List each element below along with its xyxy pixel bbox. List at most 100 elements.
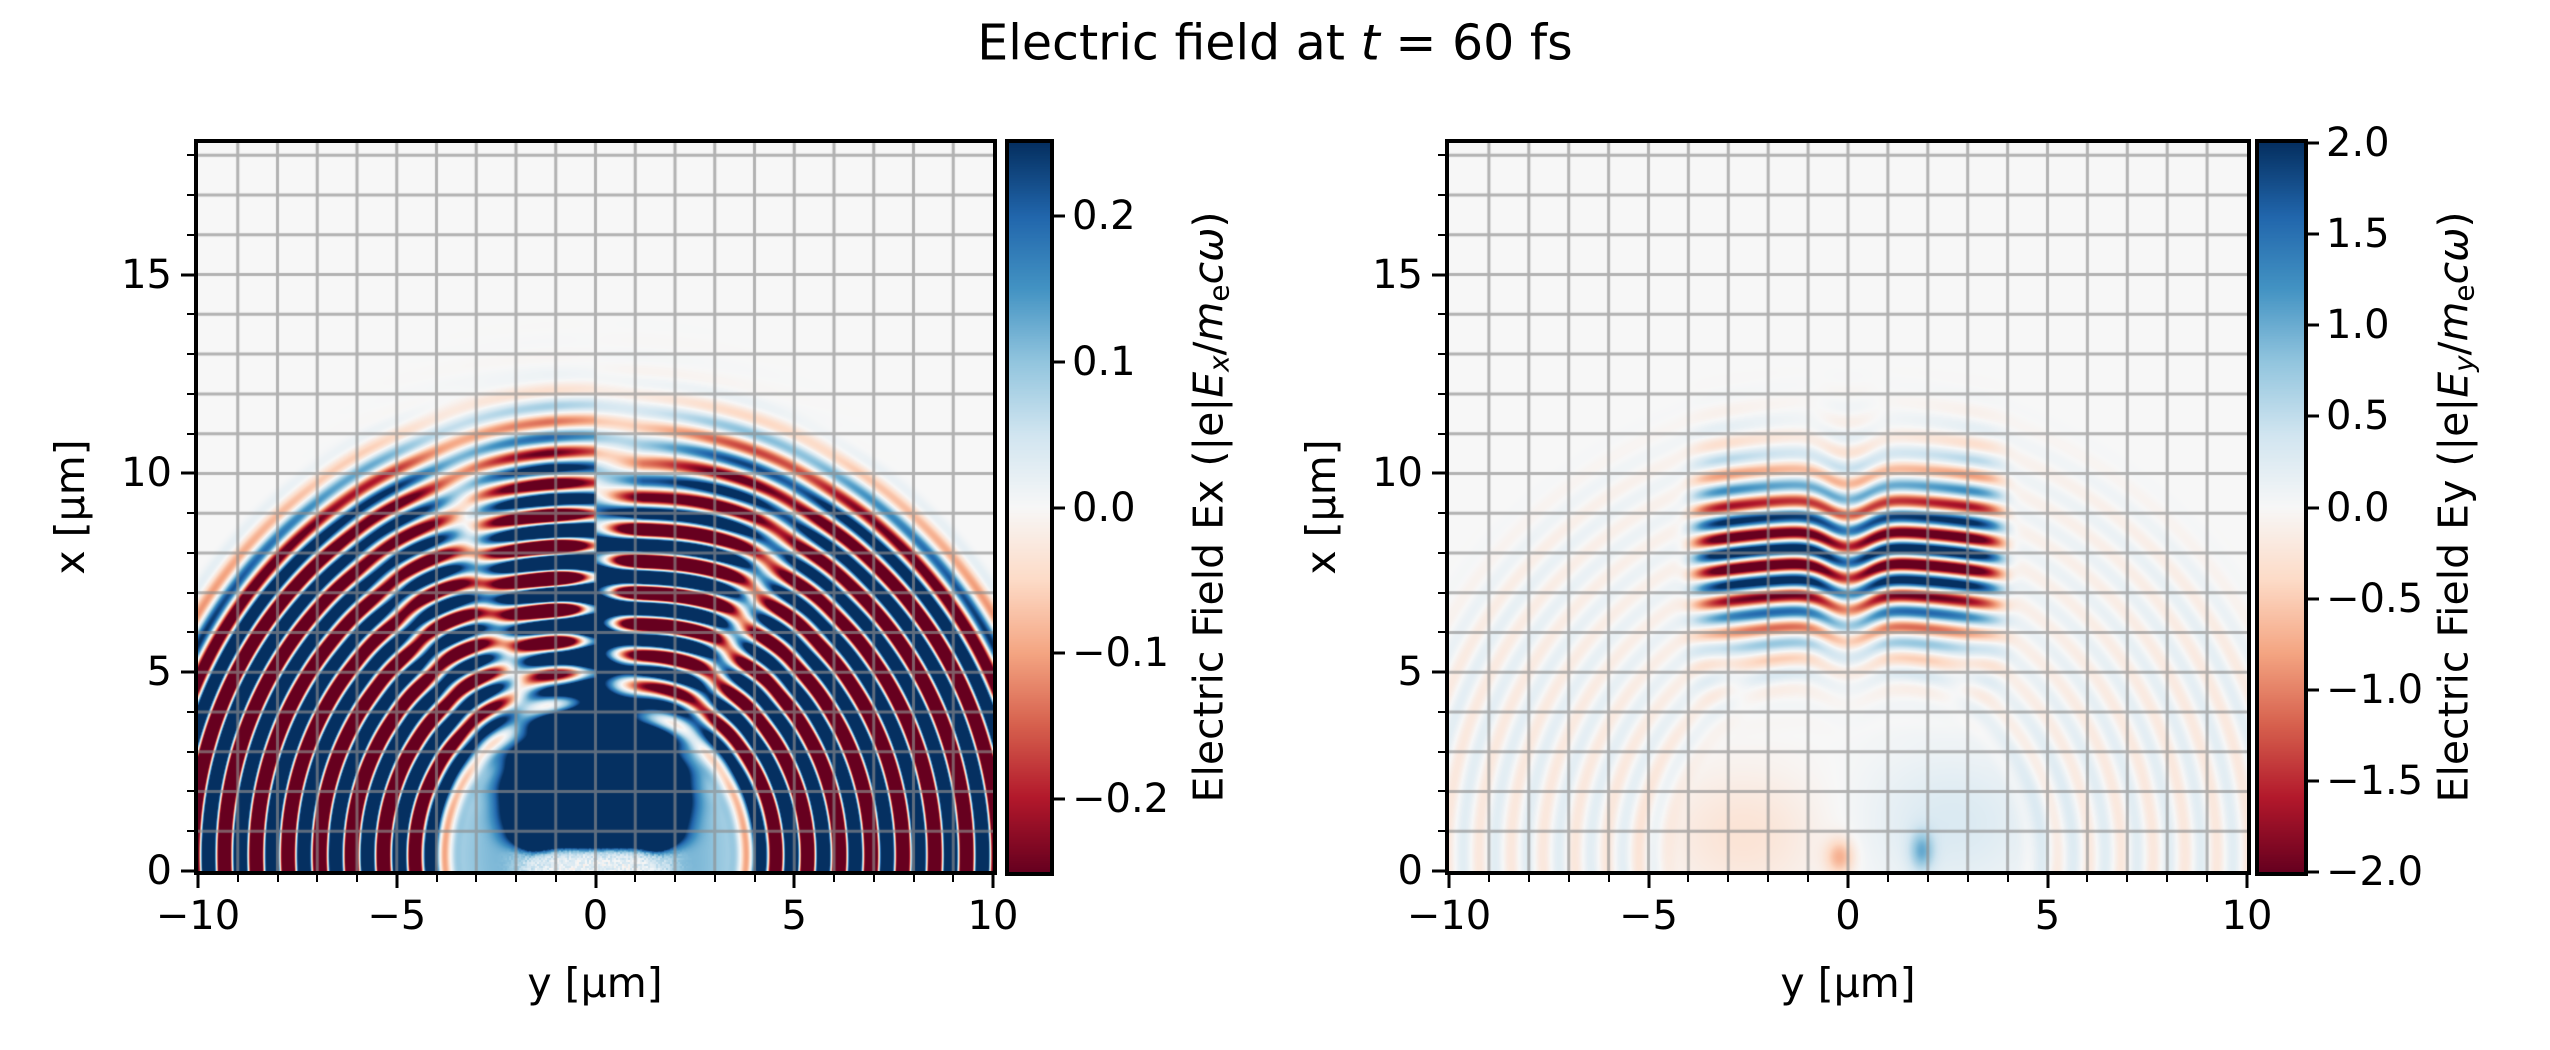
x-minor-tick xyxy=(2206,875,2209,882)
colorbar-tick-label: 2.0 xyxy=(2326,120,2390,166)
x-minor-tick xyxy=(316,875,319,882)
ex-field-canvas xyxy=(198,143,993,871)
label-segment: ) xyxy=(1184,211,1233,228)
ey-heatmap-axes: −10 −5 0 5 10 0 5 10 15 xyxy=(1372,143,2272,937)
y-major-tick xyxy=(1432,869,1445,873)
x-minor-tick xyxy=(1807,875,1810,882)
x-minor-tick xyxy=(2126,875,2129,882)
y-minor-tick xyxy=(1438,392,1445,395)
label-segment: x xyxy=(1202,355,1236,372)
x-minor-tick xyxy=(554,875,557,882)
colorbar-tick-label: 0.0 xyxy=(2326,484,2390,531)
x-tick-label: 10 xyxy=(967,893,1019,939)
colorbar-tick xyxy=(2308,597,2319,601)
y-major-tick xyxy=(181,869,194,873)
label-segment: E xyxy=(2429,371,2478,398)
x-major-tick xyxy=(792,875,796,888)
ey-field-canvas xyxy=(1449,143,2247,871)
colorbar-tick xyxy=(2308,414,2319,418)
label-segment: m xyxy=(1184,301,1233,342)
y-tick-label: 10 xyxy=(121,450,172,497)
colorbar-tick-label: 0.2 xyxy=(1072,192,1136,239)
y-tick-label: 5 xyxy=(1397,649,1423,696)
colorbar-tick xyxy=(2308,506,2319,509)
y-minor-tick xyxy=(1438,750,1445,753)
y-minor-tick xyxy=(1438,710,1445,713)
x-minor-tick xyxy=(2006,875,2009,882)
y-minor-tick xyxy=(1438,551,1445,554)
y-minor-tick xyxy=(1438,313,1445,316)
y-major-tick xyxy=(1432,471,1445,475)
y-minor-tick xyxy=(1438,233,1445,236)
colorbar-tick xyxy=(2308,141,2319,145)
y-minor-tick xyxy=(1438,631,1445,634)
x-minor-tick xyxy=(1487,875,1490,882)
ey-colorbar-gradient xyxy=(2259,143,2304,872)
label-segment: e xyxy=(1202,284,1236,302)
y-minor-tick xyxy=(1438,790,1445,793)
ex-xaxis-label: y [μm] xyxy=(527,959,663,1007)
x-minor-tick xyxy=(2086,875,2089,882)
x-major-tick xyxy=(1447,875,1451,888)
colorbar-tick-label: −0.2 xyxy=(1072,776,1170,823)
label-segment: Electric field at xyxy=(977,14,1361,72)
y-minor-tick xyxy=(1438,830,1445,833)
x-minor-tick xyxy=(515,875,517,882)
x-major-tick xyxy=(2245,875,2249,888)
colorbar-tick-label: 1.5 xyxy=(2326,211,2390,258)
y-tick-label: 0 xyxy=(146,848,172,894)
colorbar-tick xyxy=(1054,506,1065,509)
y-major-tick xyxy=(181,670,194,674)
x-minor-tick xyxy=(674,875,676,882)
y-minor-tick xyxy=(1438,194,1445,197)
x-minor-tick xyxy=(872,875,875,882)
y-major-tick xyxy=(181,471,194,475)
colorbar-tick xyxy=(1054,651,1065,655)
label-segment: / xyxy=(1184,341,1233,356)
x-minor-tick xyxy=(952,875,955,882)
colorbar-tick-label: −1.5 xyxy=(2326,757,2424,804)
y-minor-tick xyxy=(187,353,194,356)
x-minor-tick xyxy=(753,875,756,882)
colorbar-tick xyxy=(2308,688,2319,692)
x-tick-label: −10 xyxy=(1406,893,1492,939)
colorbar-tick xyxy=(2308,232,2319,236)
x-tick-label: 10 xyxy=(2221,893,2273,939)
colorbar-tick xyxy=(2308,870,2319,874)
x-minor-tick xyxy=(1687,875,1690,882)
label-segment: c xyxy=(2429,261,2478,285)
x-major-tick xyxy=(1647,875,1650,888)
y-minor-tick xyxy=(187,631,194,634)
label-segment: ω xyxy=(1184,227,1233,262)
x-major-tick xyxy=(1846,875,1850,888)
x-minor-tick xyxy=(435,875,438,882)
ey-xaxis-label: y [μm] xyxy=(1780,959,1916,1007)
x-tick-label: −5 xyxy=(367,893,427,939)
colorbar-tick-label: 0.1 xyxy=(1072,338,1136,385)
x-minor-tick xyxy=(1607,875,1610,882)
colorbar-tick-label: 0.0 xyxy=(1072,484,1136,531)
colorbar-tick-label: 0.5 xyxy=(2326,393,2390,440)
x-minor-tick xyxy=(236,875,239,882)
ey-colorbar: 2.0 1.5 1.0 0.5 0.0 −0.5 −1.0 −1.5 −2.0 xyxy=(2255,122,2423,893)
x-major-tick xyxy=(196,875,200,888)
label-segment: y xyxy=(2447,355,2481,372)
label-segment: m xyxy=(2429,301,2478,342)
x-minor-tick xyxy=(833,875,835,882)
label-segment: Electric Field Ex (|e| xyxy=(1184,397,1233,803)
ey-yaxis-label: x [μm] xyxy=(1297,439,1345,575)
x-major-tick xyxy=(594,875,597,888)
x-minor-tick xyxy=(2166,875,2169,882)
ex-heatmap-axes: −10 −5 0 5 10 0 5 10 15 xyxy=(121,143,1018,937)
y-minor-tick xyxy=(187,194,194,197)
y-minor-tick xyxy=(1438,432,1445,435)
y-minor-tick xyxy=(187,313,194,316)
y-major-tick xyxy=(1432,670,1445,674)
x-minor-tick xyxy=(1886,875,1889,882)
y-tick-label: 0 xyxy=(1397,848,1423,894)
colorbar-tick xyxy=(2308,779,2319,783)
ex-colorbar-label: Electric Field Ex (|e|Ex/mecω) xyxy=(1185,212,1236,803)
y-minor-tick xyxy=(187,154,194,157)
colorbar-tick-label: −0.5 xyxy=(2326,575,2424,622)
